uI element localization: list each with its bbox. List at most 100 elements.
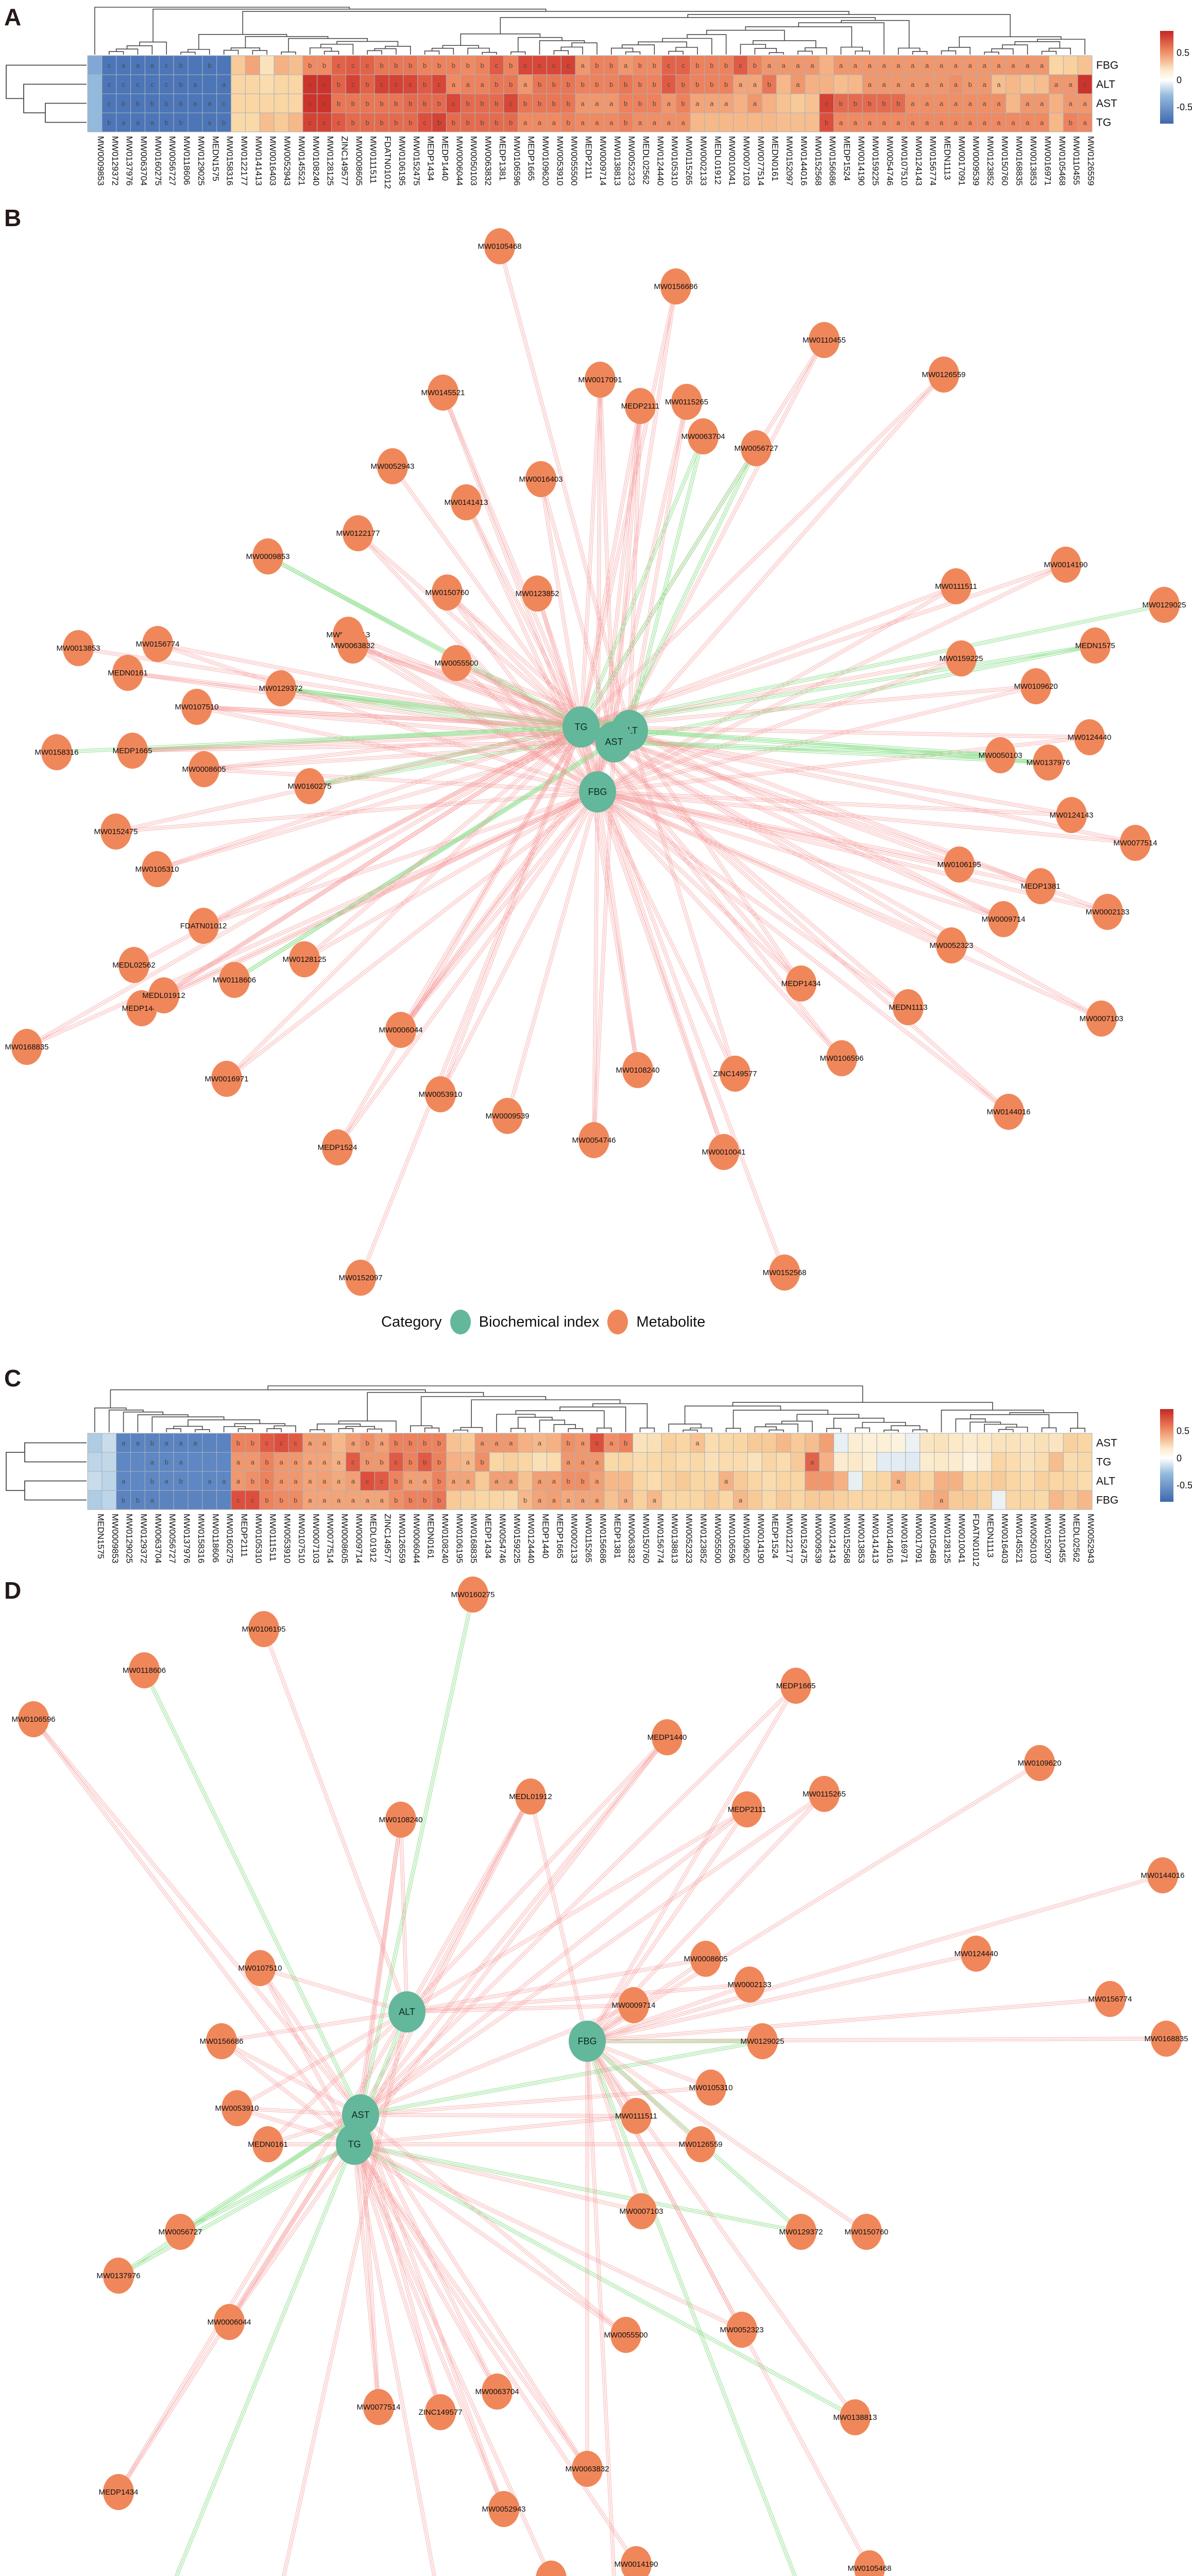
- heatmap-cell: [1048, 55, 1064, 75]
- heatmap-cell: [962, 1471, 978, 1491]
- metabolite-node-label: MW0145521: [421, 388, 465, 397]
- heatmap-cell: [518, 112, 533, 132]
- heatmap-cell: [288, 55, 303, 75]
- edge-positive: [407, 1738, 669, 2013]
- dendrogram-branch: [745, 26, 853, 47]
- edge-positive: [598, 790, 952, 944]
- heatmap-cell: [891, 112, 906, 132]
- significance-letter: c: [825, 100, 828, 108]
- heatmap-cell: [474, 1433, 490, 1453]
- column-label: MW0158316: [225, 136, 235, 185]
- significance-letter: c: [509, 100, 513, 108]
- column-label: MW0052943: [282, 136, 292, 185]
- significance-letter: b: [366, 100, 369, 108]
- dendrogram-branch: [765, 1423, 798, 1432]
- edge-positive: [581, 658, 962, 727]
- column-label: MEDP1434: [483, 1514, 493, 1558]
- metabolite-node-label: MW0124440: [1067, 733, 1111, 742]
- edge-positive: [538, 592, 583, 727]
- dendrogram-branch: [970, 1414, 1050, 1428]
- significance-letter: a: [896, 81, 900, 89]
- metabolite-node-label: MW0159225: [939, 654, 983, 663]
- heatmap-cell: [1077, 1433, 1093, 1453]
- heatmap-cell: [144, 1433, 160, 1453]
- edge-negative: [118, 2114, 361, 2276]
- heatmap-cell: [560, 1433, 576, 1453]
- metabolite-node-label: MW0056727: [734, 444, 778, 453]
- heatmap-cell: [216, 112, 232, 132]
- edge-positive: [359, 726, 580, 1278]
- biochemical-index-node-label: AST: [351, 2110, 369, 2120]
- dendrogram-branch: [706, 29, 785, 41]
- heatmap-cell: [876, 112, 892, 132]
- significance-letter: a: [925, 62, 929, 70]
- metabolite-node: [809, 1776, 840, 1812]
- colorbar-tick: -0.5: [1177, 1480, 1192, 1490]
- edge-negative: [117, 2113, 360, 2275]
- heatmap-cell: [518, 1471, 533, 1491]
- significance-letter: c: [251, 1497, 254, 1504]
- significance-letter: a: [753, 100, 757, 108]
- dendrogram-branch: [984, 1423, 1017, 1432]
- significance-letter: a: [552, 119, 556, 127]
- heatmap-cell: [919, 1452, 935, 1472]
- dendrogram-branch: [754, 48, 777, 55]
- significance-letter: a: [538, 119, 542, 127]
- significance-letter: b: [165, 1459, 168, 1466]
- column-label: MW0115265: [684, 136, 694, 185]
- significance-letter: a: [609, 119, 614, 127]
- significance-letter: a: [911, 81, 915, 89]
- edge-negative: [234, 730, 630, 980]
- significance-letter: c: [108, 81, 111, 89]
- heatmap-cell: [977, 1452, 992, 1472]
- metabolite-node: [377, 448, 408, 484]
- significance-letter: b: [179, 81, 182, 89]
- heatmap-cell: [532, 1452, 547, 1472]
- significance-letter: a: [552, 1478, 556, 1485]
- heatmap-cell: [589, 93, 605, 113]
- heatmap-cell: [991, 1452, 1007, 1472]
- metabolite-node: [245, 1950, 276, 1986]
- significance-letter: a: [954, 100, 958, 108]
- edge-negative: [362, 1595, 475, 2115]
- heatmap-cell: [159, 74, 174, 94]
- significance-letter: a: [1026, 100, 1030, 108]
- metabolite-node-label: MW0168835: [5, 1043, 48, 1052]
- significance-letter: a: [136, 119, 140, 127]
- significance-letter: a: [165, 1478, 169, 1485]
- significance-letter: a: [653, 1497, 657, 1504]
- significance-letter: c: [682, 62, 685, 70]
- significance-letter: a: [509, 1439, 513, 1447]
- metabolite-node: [826, 1040, 857, 1076]
- significance-letter: a: [308, 1478, 312, 1485]
- metabolite-node-label: MW0152475: [94, 827, 138, 836]
- significance-letter: a: [150, 119, 155, 127]
- significance-letter: b: [552, 100, 556, 108]
- edge-negative: [615, 449, 758, 743]
- edge-positive: [354, 2144, 504, 2510]
- edge-positive: [598, 790, 1010, 1111]
- heatmap-cell: [934, 1471, 949, 1491]
- significance-letter: b: [595, 62, 599, 70]
- significance-letter: a: [681, 119, 685, 127]
- edge-positive: [579, 727, 784, 1274]
- network-legend: Category Biochemical index Metabolite: [381, 1310, 705, 1334]
- column-label: MEDP1440: [440, 136, 450, 181]
- dendrogram-branch: [517, 37, 563, 52]
- significance-letter: a: [925, 81, 929, 89]
- significance-letter: b: [165, 100, 168, 108]
- heatmap-cell: [776, 74, 791, 94]
- metabolite-node: [786, 2214, 816, 2250]
- significance-letter: a: [466, 1478, 470, 1485]
- metabolite-node-label: MW0007103: [1079, 1014, 1123, 1023]
- metabolite-node: [100, 814, 131, 850]
- metabolite-node-label: MW0156686: [199, 2037, 243, 2046]
- metabolite-node-label: MW0008605: [684, 1955, 727, 1963]
- heatmap-cell: [560, 93, 576, 113]
- heatmap-cell: [661, 1433, 676, 1453]
- metabolite-node-label: MW0144016: [986, 1108, 1030, 1116]
- edge-positive: [597, 791, 952, 946]
- edge-positive: [354, 2144, 637, 2565]
- metabolite-node: [1086, 1001, 1117, 1037]
- column-label: MW0017091: [914, 1514, 924, 1563]
